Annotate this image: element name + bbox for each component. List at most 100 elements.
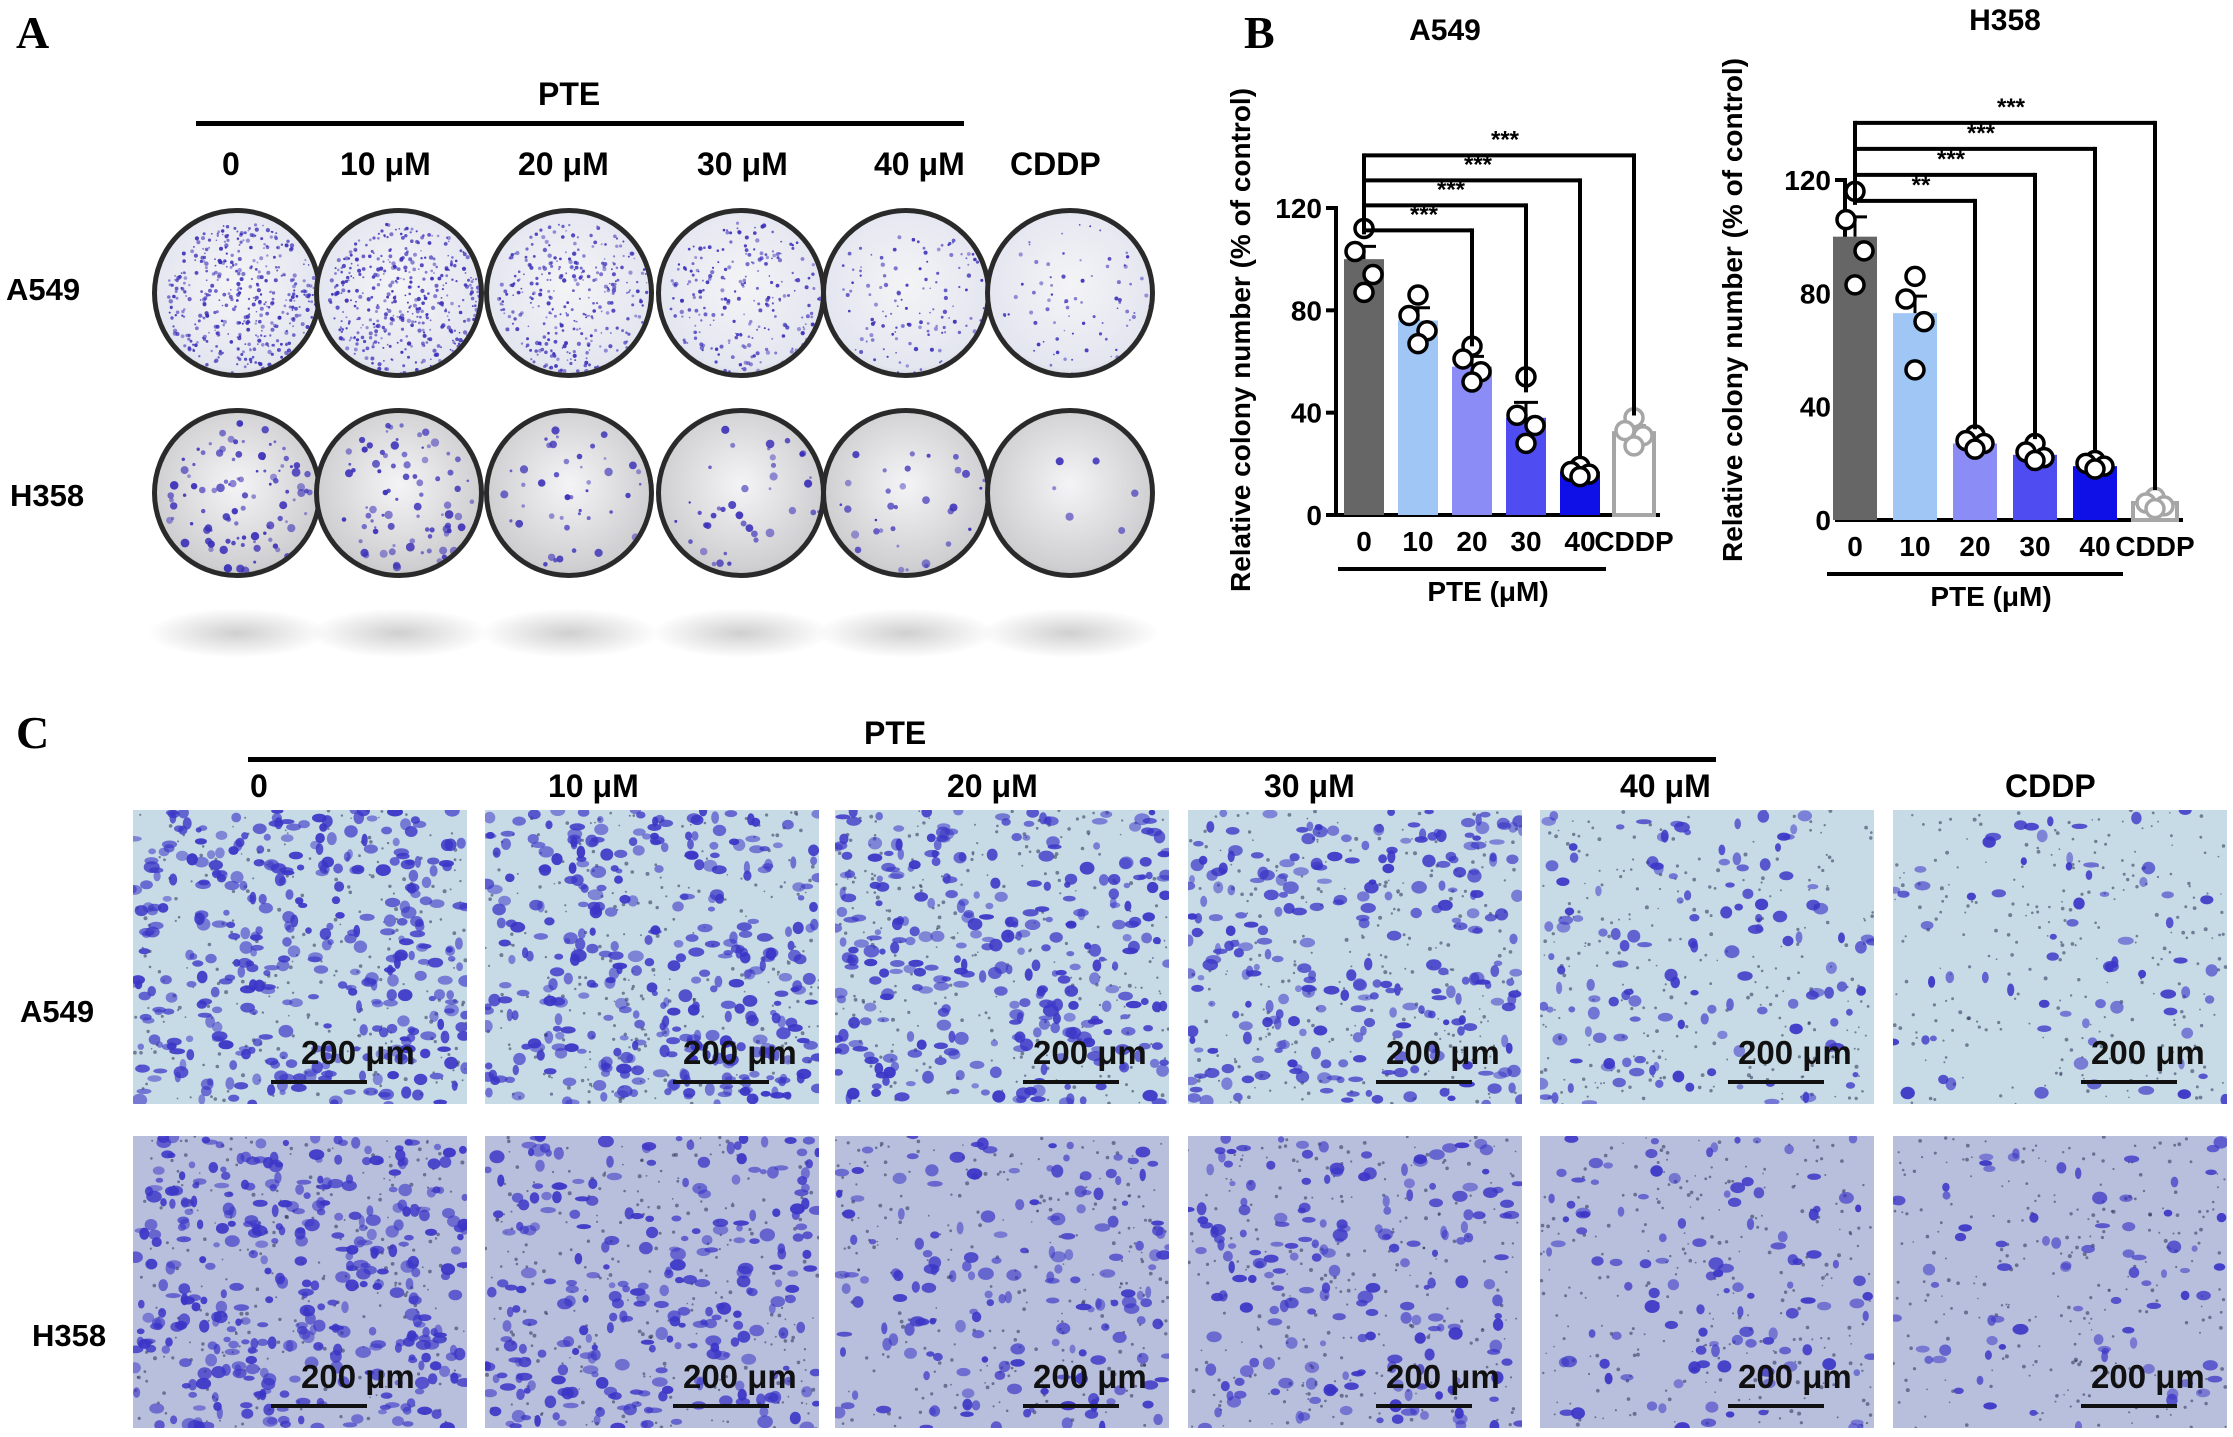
- colony-dots: [669, 221, 821, 373]
- dish-shadow: [651, 608, 831, 658]
- stained-cells: [1188, 1136, 1522, 1428]
- panel-c-letter: C: [16, 707, 50, 758]
- chart-h358: H358 0 40 80 120 Relative colony number (% of…: [1717, 4, 2195, 612]
- scale-bar: [1023, 1404, 1119, 1408]
- scale-bar-label: 200 μm: [2091, 1034, 2205, 1071]
- panel-a-letter: A: [16, 7, 50, 58]
- colony-dots: [841, 235, 985, 373]
- panel-c-treatment-label: PTE: [864, 715, 927, 751]
- stained-cells: [485, 810, 819, 1104]
- micrograph-h358-4: 200 μm: [1540, 1136, 1874, 1428]
- stained-cells: [133, 810, 467, 1104]
- scale-bar: [1376, 1080, 1472, 1084]
- data-point: [2084, 458, 2106, 480]
- x-tick-label: 10: [1899, 531, 1930, 562]
- x-tick-label: 40: [1564, 526, 1595, 557]
- micrograph-a549-5: 200 μm: [1893, 810, 2227, 1104]
- chart-title: A549: [1409, 14, 1481, 47]
- panel-a-condition-20: 20 μM: [518, 146, 609, 182]
- stained-cells: [1188, 810, 1522, 1104]
- scale-bar: [673, 1404, 769, 1408]
- colony-dish-a549-4: [821, 208, 991, 378]
- bar-10: [1893, 313, 1937, 520]
- micrograph-a549-2: 200 μm: [835, 810, 1169, 1104]
- scale-bar: [271, 1080, 367, 1084]
- panel-a-row-a549: A549: [6, 272, 81, 307]
- scale-bar-label: 200 μm: [2091, 1358, 2205, 1395]
- data-point: [1362, 263, 1384, 286]
- scale-bar: [271, 1404, 367, 1408]
- micrograph-h358-5: 200 μm: [1893, 1136, 2227, 1428]
- panel-a-condition-10: 10 μM: [340, 146, 431, 182]
- stained-cells: [485, 1136, 819, 1428]
- colony-dots: [1002, 224, 1150, 373]
- micrograph-a549-3: 200 μm: [1188, 810, 1522, 1104]
- colony-dish-a549-0: [152, 208, 322, 378]
- data-point: [1964, 438, 1986, 460]
- panel-a-condition-cddp: CDDP: [1010, 146, 1101, 182]
- y-tick-label: 40: [1291, 398, 1322, 429]
- data-point: [1853, 240, 1875, 262]
- data-point: [1569, 465, 1591, 488]
- panel-a-treatment-label: PTE: [538, 76, 601, 112]
- micrograph-a549-1: 200 μm: [485, 810, 819, 1104]
- data-point: [2144, 497, 2166, 520]
- panel-c-condition-cddp: CDDP: [2005, 768, 2096, 804]
- panel-a-condition-30: 30 μM: [697, 146, 788, 182]
- colony-dots: [166, 420, 313, 573]
- y-tick-label: 120: [1275, 193, 1322, 224]
- data-point: [1524, 414, 1546, 437]
- panel-a-row-h358: H358: [10, 478, 85, 513]
- colony-dots: [1052, 457, 1139, 534]
- y-axis-label: Relative colony number (% of control): [1717, 58, 1748, 562]
- scale-bar: [2081, 1404, 2177, 1408]
- scale-bar-label: 200 μm: [301, 1358, 415, 1395]
- stained-cells: [835, 810, 1169, 1104]
- scale-bar-label: 200 μm: [1033, 1358, 1147, 1395]
- x-tick-label: CDDP: [1594, 526, 1673, 557]
- x-tick-label: 30: [1510, 526, 1541, 557]
- data-point: [1904, 265, 1926, 288]
- dish-shadow: [980, 608, 1160, 658]
- panel-a-treatment-bar: [196, 121, 964, 126]
- x-tick-label: 10: [1402, 526, 1433, 557]
- x-axis-label: PTE (μM): [1427, 576, 1548, 607]
- colony-dish-h358-0: [152, 408, 322, 578]
- panel-a-condition-40: 40 μM: [874, 146, 965, 182]
- x-tick-label: 0: [1356, 526, 1372, 557]
- micrograph-h358-2: 200 μm: [835, 1136, 1169, 1428]
- scale-bar-label: 200 μm: [1738, 1034, 1852, 1071]
- stained-cells: [1893, 810, 2227, 1104]
- panel-c-row-a549: A549: [20, 994, 95, 1029]
- scale-bar-label: 200 μm: [683, 1034, 797, 1071]
- colony-dish-h358-3: [656, 408, 826, 578]
- data-point: [1515, 432, 1537, 455]
- scale-bar: [1728, 1404, 1824, 1408]
- micrograph-h358-0: 200 μm: [133, 1136, 467, 1428]
- data-point: [2024, 449, 2046, 472]
- panel-c-condition-10: 10 μM: [548, 768, 639, 804]
- data-point: [1913, 310, 1935, 333]
- dish-shadow: [147, 608, 327, 658]
- data-point: [1452, 348, 1474, 370]
- data-point: [1623, 435, 1645, 457]
- stained-cells: [133, 1136, 467, 1428]
- micrograph-h358-1: 200 μm: [485, 1136, 819, 1428]
- colony-dish-h358-1: [314, 408, 484, 578]
- scale-bar-label: 200 μm: [1386, 1034, 1500, 1071]
- colony-dots: [497, 223, 649, 373]
- x-tick-label: 20: [1959, 531, 1990, 562]
- micrograph-h358-3: 200 μm: [1188, 1136, 1522, 1428]
- colony-dish-h358-4: [821, 408, 991, 578]
- colony-dots: [839, 451, 986, 573]
- colony-dots: [167, 223, 317, 373]
- scale-bar: [1728, 1080, 1824, 1084]
- x-tick-label: 20: [1456, 526, 1487, 557]
- colony-dish-h358-2: [484, 408, 654, 578]
- x-tick-label: CDDP: [2115, 531, 2194, 562]
- sig-label: **: [1912, 172, 1931, 199]
- x-axis-label: PTE (μM): [1930, 581, 2051, 612]
- colony-dots: [674, 425, 820, 567]
- chart-a549: A549 0 40 80 120 Relative colony number (% of…: [1225, 14, 1674, 607]
- colony-dots: [500, 426, 642, 567]
